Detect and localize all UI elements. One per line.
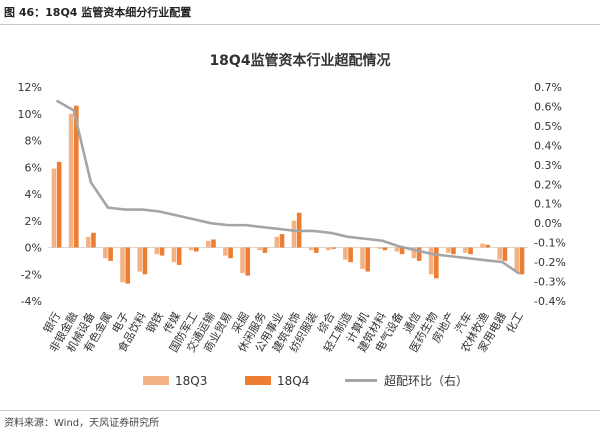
bar-18q3 xyxy=(308,247,314,251)
y-right-tick-label: -0.1% xyxy=(534,237,566,250)
y-right-tick-label: 0.0% xyxy=(534,217,562,230)
bar-18q4 xyxy=(348,247,353,263)
bar-18q4 xyxy=(331,247,336,249)
figure-label: 图 46：18Q4 监管资本细分行业配置 xyxy=(4,6,192,19)
bar-18q4 xyxy=(502,247,508,261)
bar-18q3 xyxy=(103,247,108,259)
bar-18q3 xyxy=(411,247,417,259)
legend-label-18q4: 18Q4 xyxy=(277,374,309,388)
bar-18q3 xyxy=(445,247,451,253)
y-left-tick-label: 2% xyxy=(25,215,42,228)
y-right-tick-label: 0.7% xyxy=(534,81,562,94)
bar-18q3 xyxy=(51,168,57,248)
bar-18q4 xyxy=(365,247,371,272)
bar-18q4 xyxy=(519,247,525,275)
bar-18q4 xyxy=(228,247,233,259)
bar-18q4 xyxy=(468,247,473,255)
bar-18q3 xyxy=(343,247,348,260)
bar-18q3 xyxy=(223,247,228,256)
y-right-tick-label: 0.2% xyxy=(534,178,562,191)
y-left-tick-label: 4% xyxy=(25,188,42,201)
y-left-tick-label: -2% xyxy=(21,268,42,281)
legend-label-line: 超配环比（右） xyxy=(384,373,468,388)
bar-18q4 xyxy=(485,244,491,248)
bar-18q3 xyxy=(514,247,520,272)
bar-18q4 xyxy=(125,247,131,284)
y-left-tick-label: 6% xyxy=(25,161,42,174)
bar-18q4 xyxy=(159,247,165,256)
y-left-tick-label: 8% xyxy=(25,135,42,148)
bar-18q4 xyxy=(416,247,422,261)
bar-18q3 xyxy=(257,247,262,251)
figure-header: 图 46：18Q4 监管资本细分行业配置 xyxy=(0,0,600,24)
bar-18q4 xyxy=(176,247,182,265)
bar-18q4 xyxy=(56,161,62,248)
bar-18q3 xyxy=(171,247,177,263)
x-tick-label: 化工 xyxy=(503,310,526,336)
y-right-tick-label: 0.4% xyxy=(534,139,562,152)
bar-18q3 xyxy=(274,236,280,248)
y-left-tick-label: 10% xyxy=(18,108,42,121)
bar-18q3 xyxy=(240,247,245,273)
bar-18q4 xyxy=(245,247,251,276)
y-right-tick-label: 0.1% xyxy=(534,198,562,211)
bar-18q4 xyxy=(74,105,79,248)
bar-18q4 xyxy=(211,239,216,248)
y-right-tick-label: 0.5% xyxy=(534,120,562,133)
bar-18q4 xyxy=(142,247,148,275)
bar-18q3 xyxy=(188,247,194,251)
legend-swatch-18q3 xyxy=(143,376,169,385)
bar-18q4 xyxy=(399,247,405,255)
bar-18q4 xyxy=(279,234,285,248)
y-right-tick-label: 0.3% xyxy=(534,159,562,172)
y-left-tick-label: 0% xyxy=(25,242,42,255)
bar-18q3 xyxy=(85,236,91,248)
legend-label-18q3: 18Q3 xyxy=(175,374,207,388)
y-right-tick-label: -0.2% xyxy=(534,256,566,269)
y-left-tick-label: 12% xyxy=(18,81,42,94)
bar-18q3 xyxy=(68,113,74,248)
y-right-tick-label: 0.6% xyxy=(534,100,562,113)
y-right-tick-label: -0.4% xyxy=(534,295,566,308)
bar-18q4 xyxy=(194,247,199,252)
bar-18q3 xyxy=(463,247,468,253)
bar-18q3 xyxy=(497,247,502,260)
y-right-tick-label: -0.3% xyxy=(534,276,566,289)
y-left-tick-label: -4% xyxy=(21,295,42,308)
bar-18q3 xyxy=(428,247,434,275)
header-divider xyxy=(0,24,600,25)
bar-18q3 xyxy=(120,247,125,283)
bar-18q3 xyxy=(291,220,297,248)
bar-18q3 xyxy=(377,247,382,249)
bar-18q3 xyxy=(205,240,211,248)
bar-18q4 xyxy=(91,232,96,248)
bar-18q3 xyxy=(480,243,485,248)
bar-18q4 xyxy=(262,247,268,253)
bar-18q3 xyxy=(360,247,365,269)
bar-18q4 xyxy=(451,247,456,255)
x-tick-label: 钢铁 xyxy=(144,310,166,336)
bar-18q4 xyxy=(108,247,113,261)
bar-18q3 xyxy=(154,247,160,255)
legend-swatch-18q4 xyxy=(245,376,271,385)
line-series-qoq xyxy=(55,99,521,275)
chart-area: 18Q4监管资本行业超配情况 -4% -2% 0% 2% 4% 6% 8% 10% 12% -0.4… xyxy=(18,52,566,388)
footer-divider xyxy=(0,410,600,411)
bar-18q4 xyxy=(434,247,439,279)
chart-title: 18Q4监管资本行业超配情况 xyxy=(209,52,390,69)
bar-18q3 xyxy=(325,247,331,251)
bar-18q4 xyxy=(382,247,388,251)
bar-18q3 xyxy=(137,247,142,272)
figure-source: 资料来源：Wind，天风证券研究所 xyxy=(4,418,160,429)
bar-18q4 xyxy=(314,247,319,253)
bar-18q3 xyxy=(394,247,400,252)
